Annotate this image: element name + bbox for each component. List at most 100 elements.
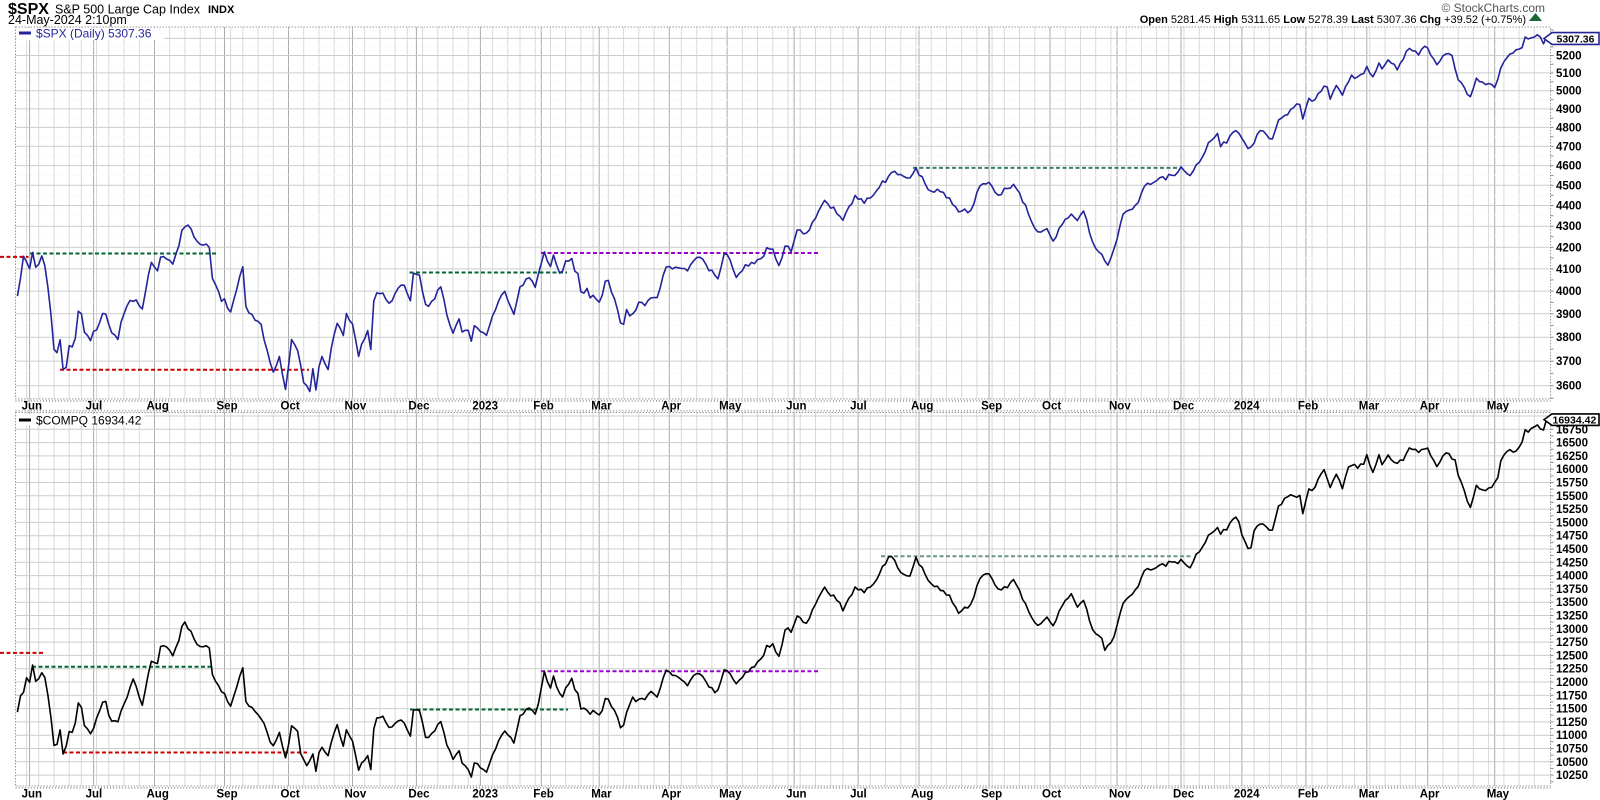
svg-text:Jul: Jul <box>850 401 867 413</box>
svg-text:12500: 12500 <box>1556 650 1588 662</box>
svg-text:Dec: Dec <box>1173 401 1195 413</box>
svg-text:16250: 16250 <box>1556 451 1588 463</box>
svg-text:15000: 15000 <box>1556 517 1588 529</box>
svg-text:16000: 16000 <box>1556 464 1588 476</box>
svg-text:Apr: Apr <box>1420 789 1440 800</box>
svg-text:15250: 15250 <box>1556 504 1588 516</box>
svg-text:2023: 2023 <box>472 401 498 413</box>
svg-text:Nov: Nov <box>1109 789 1131 800</box>
svg-text:Dec: Dec <box>1173 789 1195 800</box>
svg-text:12750: 12750 <box>1556 637 1588 649</box>
svg-text:Oct: Oct <box>1042 789 1061 800</box>
svg-text:14750: 14750 <box>1556 531 1588 543</box>
svg-text:15500: 15500 <box>1556 491 1588 503</box>
svg-text:Apr: Apr <box>661 401 681 413</box>
svg-text:Feb: Feb <box>1298 401 1318 413</box>
svg-text:$COMPQ 16934.42: $COMPQ 16934.42 <box>36 414 142 428</box>
svg-text:11250: 11250 <box>1556 717 1587 729</box>
svg-text:Sep: Sep <box>217 401 238 413</box>
svg-text:May: May <box>719 401 742 413</box>
svg-text:Jul: Jul <box>86 401 103 413</box>
svg-text:13000: 13000 <box>1556 624 1588 636</box>
svg-text:5307.36: 5307.36 <box>1557 33 1595 45</box>
svg-text:3600: 3600 <box>1556 381 1582 393</box>
svg-text:16750: 16750 <box>1556 424 1588 436</box>
svg-text:$SPX (Daily) 5307.36: $SPX (Daily) 5307.36 <box>36 27 152 41</box>
svg-text:$SPX: $SPX <box>8 1 49 18</box>
svg-text:Sep: Sep <box>981 401 1002 413</box>
svg-text:2024: 2024 <box>1234 789 1260 800</box>
svg-text:Jun: Jun <box>786 401 806 413</box>
svg-text:10250: 10250 <box>1556 770 1588 782</box>
svg-text:Feb: Feb <box>533 401 553 413</box>
svg-text:Sep: Sep <box>981 789 1002 800</box>
svg-text:Apr: Apr <box>661 789 681 800</box>
svg-text:14000: 14000 <box>1556 571 1588 583</box>
svg-text:4900: 4900 <box>1556 104 1582 116</box>
svg-text:4500: 4500 <box>1556 180 1582 192</box>
svg-text:May: May <box>719 789 742 800</box>
svg-text:Oct: Oct <box>1042 401 1061 413</box>
svg-text:Feb: Feb <box>1298 789 1318 800</box>
svg-text:4400: 4400 <box>1556 201 1582 213</box>
svg-text:Jul: Jul <box>86 789 103 800</box>
svg-text:Oct: Oct <box>281 789 300 800</box>
svg-text:12250: 12250 <box>1556 664 1588 676</box>
svg-text:INDX: INDX <box>208 4 235 16</box>
svg-text:S&P 500 Large Cap Index: S&P 500 Large Cap Index <box>55 3 201 17</box>
svg-text:24-May-2024 2:10pm: 24-May-2024 2:10pm <box>8 13 127 27</box>
svg-text:Mar: Mar <box>591 789 612 800</box>
svg-text:4700: 4700 <box>1556 141 1582 153</box>
svg-text:Aug: Aug <box>147 401 169 413</box>
svg-text:11500: 11500 <box>1556 704 1587 716</box>
svg-text:4800: 4800 <box>1556 122 1582 134</box>
svg-text:4200: 4200 <box>1556 242 1582 254</box>
svg-text:4600: 4600 <box>1556 161 1582 173</box>
svg-text:13750: 13750 <box>1556 584 1588 596</box>
svg-text:13500: 13500 <box>1556 597 1588 609</box>
svg-text:Open 5281.45 High 5311.65 Low: Open 5281.45 High 5311.65 Low 5278.39 La… <box>1140 14 1526 26</box>
svg-text:12000: 12000 <box>1556 677 1588 689</box>
svg-text:Mar: Mar <box>1359 789 1380 800</box>
svg-text:3900: 3900 <box>1556 309 1582 321</box>
svg-text:5000: 5000 <box>1556 86 1582 98</box>
svg-text:13250: 13250 <box>1556 611 1588 623</box>
svg-text:15750: 15750 <box>1556 478 1588 490</box>
svg-text:Nov: Nov <box>345 401 367 413</box>
svg-text:2024: 2024 <box>1234 401 1260 413</box>
svg-text:Dec: Dec <box>408 401 430 413</box>
svg-text:Nov: Nov <box>345 789 367 800</box>
svg-text:5100: 5100 <box>1556 68 1582 80</box>
svg-text:3700: 3700 <box>1556 356 1582 368</box>
svg-text:4000: 4000 <box>1556 286 1582 298</box>
svg-text:16934.42: 16934.42 <box>1553 414 1597 426</box>
svg-text:2023: 2023 <box>472 789 498 800</box>
svg-text:16500: 16500 <box>1556 438 1588 450</box>
svg-text:Feb: Feb <box>533 789 553 800</box>
svg-text:Mar: Mar <box>1359 401 1380 413</box>
svg-text:14250: 14250 <box>1556 557 1588 569</box>
svg-text:11750: 11750 <box>1556 690 1587 702</box>
svg-text:5200: 5200 <box>1556 51 1582 63</box>
svg-text:11000: 11000 <box>1556 730 1587 742</box>
svg-text:10750: 10750 <box>1556 744 1588 756</box>
svg-text:Sep: Sep <box>217 789 238 800</box>
svg-text:Jun: Jun <box>22 789 42 800</box>
svg-text:Oct: Oct <box>281 401 300 413</box>
svg-text:Aug: Aug <box>147 789 169 800</box>
svg-text:Apr: Apr <box>1420 401 1440 413</box>
svg-text:4300: 4300 <box>1556 221 1582 233</box>
svg-text:Jun: Jun <box>786 789 806 800</box>
svg-text:Mar: Mar <box>591 401 612 413</box>
svg-text:Jun: Jun <box>22 401 42 413</box>
svg-text:© StockCharts.com: © StockCharts.com <box>1441 1 1545 15</box>
svg-text:Aug: Aug <box>911 401 933 413</box>
svg-text:Jul: Jul <box>850 789 867 800</box>
svg-text:Dec: Dec <box>408 789 430 800</box>
svg-text:May: May <box>1487 789 1510 800</box>
svg-text:Aug: Aug <box>911 789 933 800</box>
svg-text:14500: 14500 <box>1556 544 1588 556</box>
svg-text:10500: 10500 <box>1556 757 1588 769</box>
svg-text:Nov: Nov <box>1109 401 1131 413</box>
svg-text:3800: 3800 <box>1556 332 1582 344</box>
